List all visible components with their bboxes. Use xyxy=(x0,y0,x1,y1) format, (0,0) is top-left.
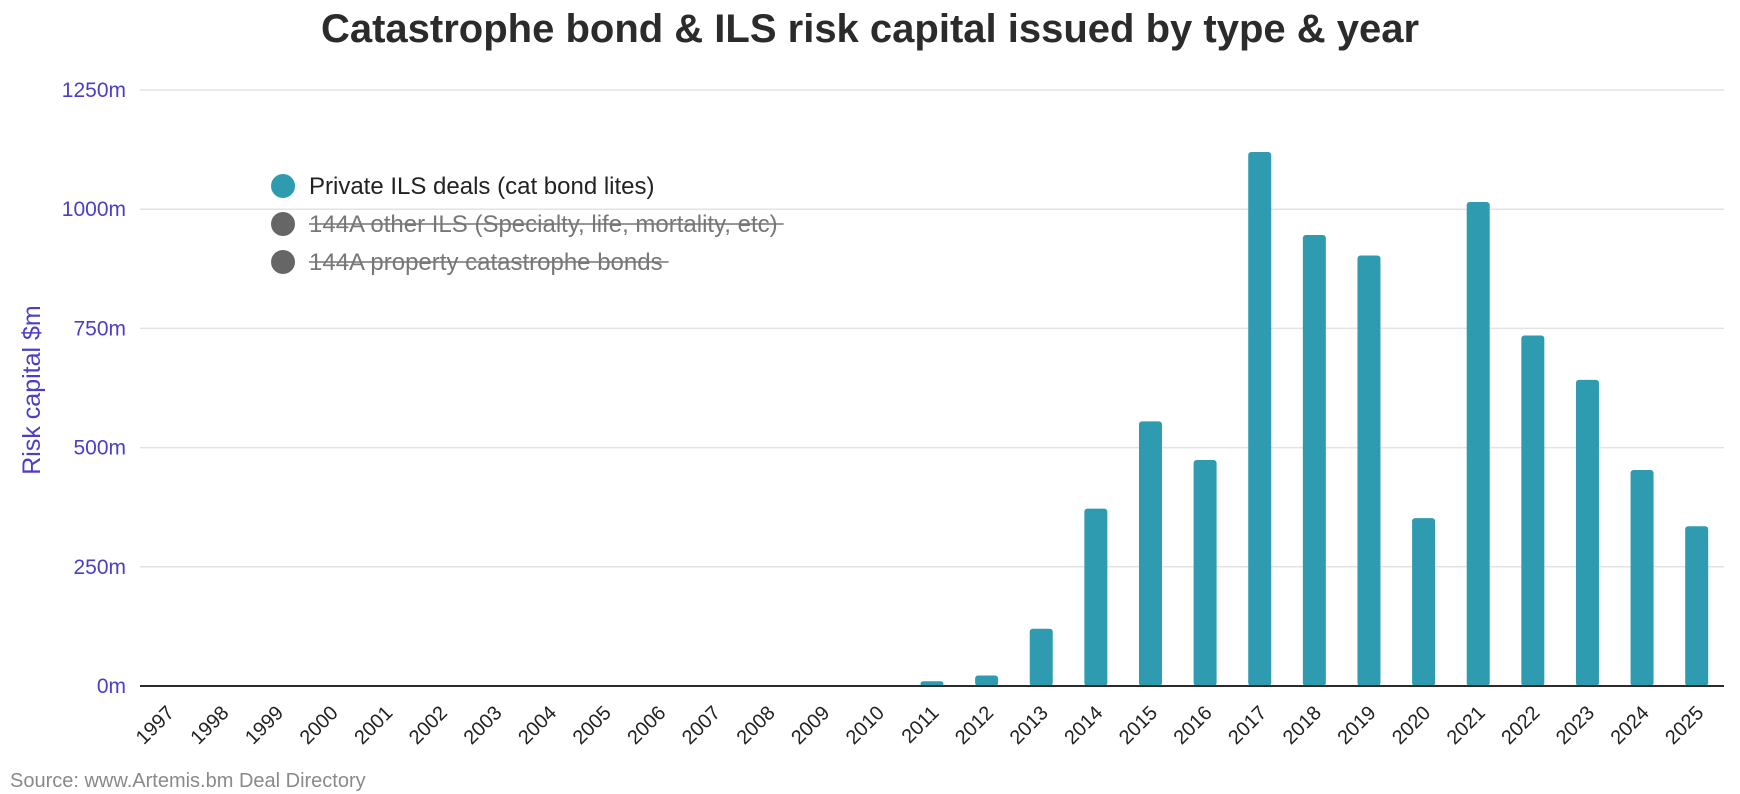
bar-2015[interactable] xyxy=(1138,421,1162,686)
bar-2018[interactable] xyxy=(1302,234,1326,686)
source-note: Source: www.Artemis.bm Deal Directory xyxy=(10,770,366,792)
x-tick-label: 2021 xyxy=(1443,702,1490,749)
x-tick-label: 2015 xyxy=(1115,702,1162,749)
x-tick-label: 2023 xyxy=(1552,702,1599,749)
x-tick-label: 2024 xyxy=(1607,702,1654,749)
x-tick-label: 2005 xyxy=(569,702,616,749)
x-tick-label: 2016 xyxy=(1170,702,1217,749)
x-tick-label: 2009 xyxy=(787,702,834,749)
x-tick-label: 1997 xyxy=(132,702,179,749)
x-tick-label: 2020 xyxy=(1388,702,1435,749)
y-tick-label: 1000m xyxy=(62,198,126,221)
x-tick-label: 2006 xyxy=(623,702,670,749)
y-tick-label: 0m xyxy=(97,675,126,698)
y-tick-label: 250m xyxy=(73,556,126,579)
y-tick-label: 1250m xyxy=(62,79,126,102)
bar-2020[interactable] xyxy=(1412,518,1436,686)
bar-2012[interactable] xyxy=(975,675,999,686)
x-tick-label: 2003 xyxy=(460,702,507,749)
x-tick-label: 2002 xyxy=(405,702,452,749)
x-tick-label: 2013 xyxy=(1006,702,1053,749)
x-tick-label: 2022 xyxy=(1497,702,1544,749)
legend-item[interactable]: Private ILS deals (cat bond lites) xyxy=(271,173,655,200)
x-tick-label: 2014 xyxy=(1060,702,1107,749)
x-tick-label: 2007 xyxy=(678,702,725,749)
x-tick-label: 2000 xyxy=(296,702,343,749)
x-tick-label: 2011 xyxy=(898,702,944,748)
x-tick-label: 2025 xyxy=(1661,702,1708,749)
bar-2021[interactable] xyxy=(1466,202,1490,686)
legend-item[interactable]: 144A other ILS (Specialty, life, mortali… xyxy=(271,211,784,238)
legend-item[interactable]: 144A property catastrophe bonds xyxy=(271,249,669,276)
x-tick-label: 2017 xyxy=(1224,702,1271,749)
bar-2016[interactable] xyxy=(1193,459,1217,686)
x-tick-label: 2004 xyxy=(514,702,561,749)
x-tick-label: 2001 xyxy=(350,702,397,749)
bar-2014[interactable] xyxy=(1084,508,1108,686)
y-tick-label: 500m xyxy=(73,437,126,460)
bar-2011[interactable] xyxy=(920,681,944,686)
gridlines xyxy=(140,89,1724,568)
x-tick-label: 2018 xyxy=(1279,702,1326,749)
y-axis: 0m 250m 500m 750m 1000m 1250m xyxy=(62,79,126,698)
x-tick-label: 2012 xyxy=(951,702,998,749)
legend-label: Private ILS deals (cat bond lites) xyxy=(309,173,655,200)
bar-2024[interactable] xyxy=(1630,470,1654,686)
x-tick-label: 1998 xyxy=(186,702,233,749)
x-tick-label: 2019 xyxy=(1333,702,1380,749)
x-axis: 1997 1998 1999 2000 2001 2002 2003 2004 2005 2006… xyxy=(132,702,1708,749)
bar-2017[interactable] xyxy=(1248,151,1272,686)
y-tick-label: 750m xyxy=(73,317,126,340)
chart-title: Catastrophe bond & ILS risk capital issu… xyxy=(321,7,1419,51)
bar-2022[interactable] xyxy=(1521,335,1545,686)
x-tick-label: 2008 xyxy=(733,702,780,749)
legend[interactable]: Private ILS deals (cat bond lites) 144A o… xyxy=(271,173,784,276)
legend-marker xyxy=(271,212,295,236)
bar-2019[interactable] xyxy=(1357,255,1381,687)
bar-2025[interactable] xyxy=(1685,526,1709,686)
bar-2013[interactable] xyxy=(1029,628,1053,686)
y-axis-label: Risk capital $m xyxy=(18,305,46,475)
legend-marker xyxy=(271,174,295,198)
x-tick-label: 2010 xyxy=(842,702,889,749)
bars xyxy=(920,151,1709,687)
legend-marker xyxy=(271,250,295,274)
bar-2023[interactable] xyxy=(1575,379,1599,686)
x-tick-label: 1999 xyxy=(241,702,288,749)
